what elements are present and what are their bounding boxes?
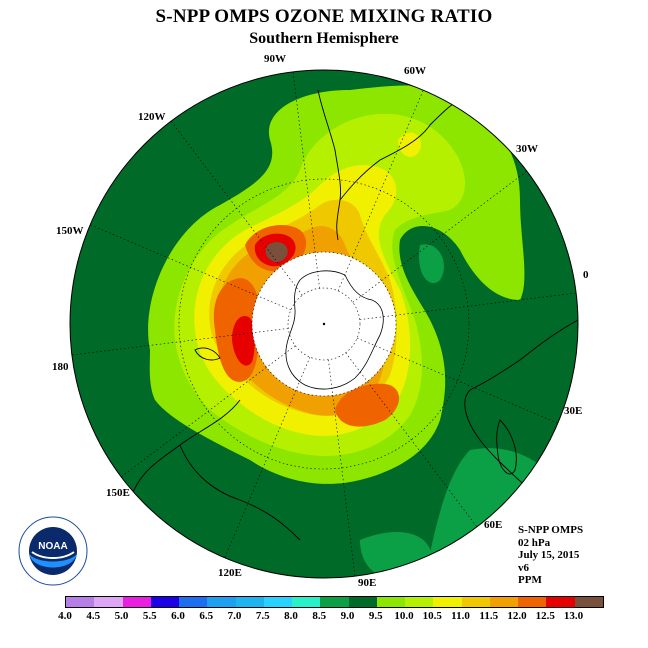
color-bar-swatch: [150, 597, 179, 607]
meridian-line: [352, 170, 528, 303]
contour-12-0-east: [335, 383, 400, 427]
color-bar-swatch: [263, 597, 292, 607]
meridian-line: [345, 352, 478, 528]
color-bar-label: 7.0: [227, 610, 242, 622]
noaa-logo-text: NOAA: [38, 541, 67, 552]
meridian-line: [359, 292, 577, 320]
australia-coast: [129, 399, 301, 541]
color-bar-label: 13.0: [563, 610, 584, 622]
meridian-line: [292, 71, 320, 289]
color-bar-label: 12.0: [507, 610, 527, 622]
meridian-lines: [71, 71, 577, 577]
color-bar-label: 6.0: [171, 610, 185, 622]
info-units: PPM: [518, 574, 542, 586]
color-bar-swatch: [94, 597, 123, 607]
color-bar-label: 11.0: [451, 610, 470, 622]
lon-label-30w: 30W: [516, 143, 538, 155]
south-america-coast: [317, 89, 471, 241]
color-bar-label: 11.5: [479, 610, 499, 622]
color-bar-swatch: [376, 597, 405, 607]
color-bar-label: 8.0: [284, 610, 298, 622]
lat-circle-inner: [251, 251, 397, 397]
color-bar-label: 9.5: [368, 610, 383, 622]
color-bar-label: 6.5: [199, 610, 214, 622]
meridian-line: [170, 120, 303, 296]
longitude-labels: 90W 60W 30W 0 30E 60E 90E 120E 150E 180 …: [52, 53, 589, 589]
color-bar-swatch: [489, 597, 518, 607]
color-bar-label: 10.0: [394, 610, 414, 622]
meridian-line: [90, 224, 291, 311]
lon-label-90e: 90E: [358, 577, 376, 589]
info-instrument: S-NPP OMPS: [518, 524, 584, 536]
color-bar-label: 7.5: [255, 610, 270, 622]
color-bar-label: 9.0: [340, 610, 355, 622]
lon-label-60w: 60W: [404, 65, 426, 77]
color-bar-swatch: [518, 597, 547, 607]
new-zealand-coast: [194, 347, 221, 361]
lon-label-150e: 150E: [106, 487, 130, 499]
color-bar-swatch: [433, 597, 462, 607]
color-bar-labels: 4.0 4.5 5.0 5.5 6.0 6.5 7.0 7.5 8.0 8.5 9.0 9.5 10.0…: [58, 610, 598, 624]
meridian-line: [328, 359, 356, 577]
lon-label-60e: 60E: [484, 519, 502, 531]
product-info: S-NPP OMPS 02 hPa July 15, 2015 v6 PPM: [518, 524, 583, 587]
south-pole-marker: [322, 322, 326, 326]
color-bar-label: 12.5: [535, 610, 555, 622]
color-bar-swatch: [320, 597, 349, 607]
color-bar-swatch: [348, 597, 377, 607]
color-bar-swatch: [235, 597, 264, 607]
color-bar-swatch: [179, 597, 208, 607]
latitude-circles: [178, 178, 470, 470]
color-bar-swatch: [461, 597, 490, 607]
info-version: v6: [518, 561, 529, 574]
meridian-line: [71, 328, 289, 356]
lon-label-90w: 90W: [264, 53, 286, 65]
color-bar-swatch: [66, 597, 95, 607]
contour-12-5-west: [232, 316, 255, 366]
color-bar-swatch: [574, 597, 603, 607]
lat-circle-pole: [287, 287, 361, 361]
map-subtitle: Southern Hemisphere: [249, 30, 399, 47]
lon-label-30e: 30E: [564, 405, 582, 417]
lon-label-120e: 120E: [218, 567, 242, 579]
color-bar-label: 4.5: [86, 610, 101, 622]
meridian-line: [120, 345, 296, 478]
meridian-line: [357, 337, 558, 424]
color-bar-label: 10.5: [422, 610, 442, 622]
lon-label-0: 0: [583, 269, 589, 281]
meridian-line: [337, 90, 424, 291]
color-bar-swatch: [122, 597, 151, 607]
lon-label-180: 180: [52, 361, 69, 373]
color-bar-label: 5.5: [142, 610, 157, 622]
info-level: 02 hPa: [518, 536, 551, 549]
contour-8-5-inner: [419, 244, 444, 284]
color-bar-label: 5.0: [114, 610, 129, 622]
lon-label-120w: 120W: [138, 111, 166, 123]
info-date: July 15, 2015: [518, 549, 580, 561]
color-bar-swatch: [405, 597, 434, 607]
color-bar-swatch: [207, 597, 236, 607]
color-bar: [65, 596, 604, 608]
color-bar-label: 8.5: [312, 610, 327, 622]
lon-label-150w: 150W: [56, 225, 84, 237]
color-bar-swatch: [546, 597, 575, 607]
map-border: [69, 69, 579, 579]
map-title: S-NPP OMPS OZONE MIXING RATIO: [155, 6, 493, 27]
africa-coast: [464, 319, 578, 501]
lat-circle-outer: [178, 178, 470, 470]
meridian-line: [224, 357, 311, 558]
color-bar-swatch: [292, 597, 321, 607]
noaa-logo: NOAA: [18, 516, 88, 586]
antarctica-outline: [285, 270, 384, 390]
coastlines: [129, 89, 578, 541]
contour-10-5-spot: [398, 132, 421, 157]
contour-13-0: [265, 242, 288, 262]
madagascar-coast: [496, 419, 517, 475]
color-bar-label: 4.0: [58, 610, 72, 622]
